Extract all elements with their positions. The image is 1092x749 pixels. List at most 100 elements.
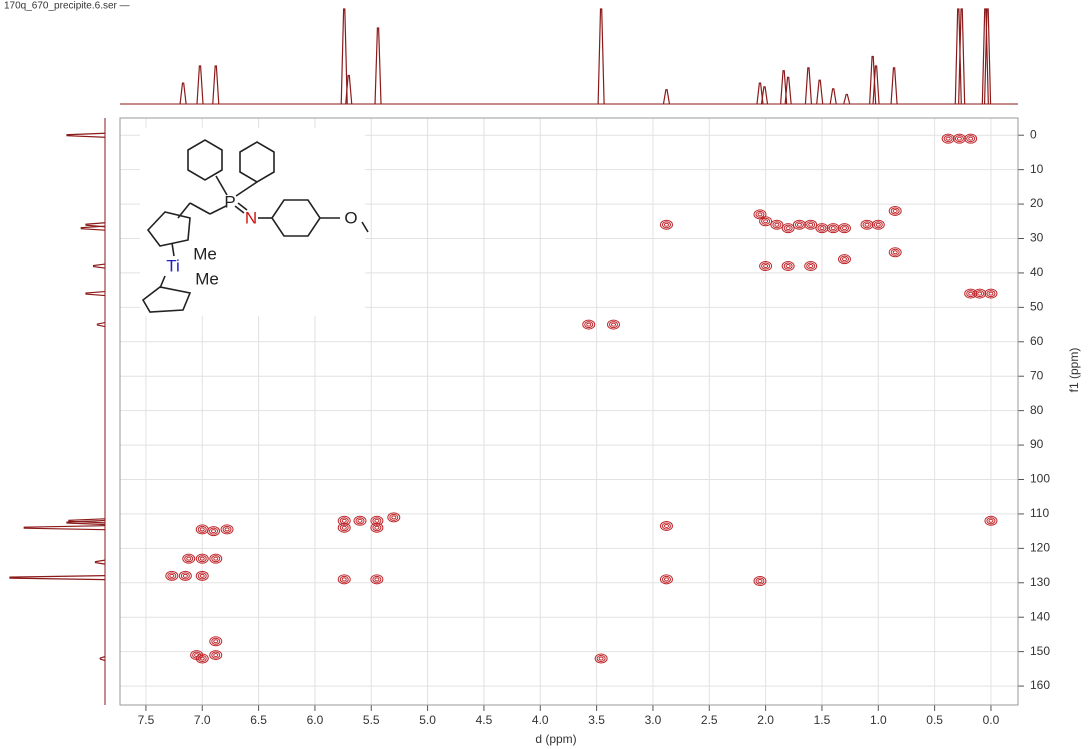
cross-peak: [594, 653, 608, 664]
contour: [841, 257, 847, 262]
plot-frame: [119, 117, 1019, 706]
contour: [370, 522, 384, 533]
contour: [890, 248, 900, 256]
x-axis-title: d (ppm): [535, 732, 576, 746]
x-tick-label: 2.0: [757, 713, 774, 727]
cross-peak: [190, 650, 204, 661]
contour: [871, 219, 885, 230]
contour: [197, 572, 207, 580]
projection-peak: [756, 82, 764, 105]
cross-peak: [659, 219, 673, 230]
contour: [966, 290, 976, 298]
contour: [337, 522, 351, 533]
cross-peak: [607, 319, 621, 330]
contour: [984, 288, 998, 299]
y-tick-label: 110: [1030, 506, 1049, 520]
bond: [171, 242, 175, 257]
cross-peak: [659, 520, 673, 531]
contour: [888, 205, 902, 216]
contour: [165, 570, 179, 581]
cross-peak: [659, 574, 673, 585]
contour: [792, 219, 806, 230]
contour: [661, 221, 671, 229]
contour: [663, 222, 669, 227]
x-tick-label: 6.5: [250, 713, 267, 727]
contour: [659, 574, 673, 585]
contour: [586, 322, 592, 327]
structure-label: Me: [193, 244, 217, 263]
contour: [598, 656, 604, 661]
x-tick-label: 4.5: [476, 713, 493, 727]
contour: [209, 553, 223, 564]
cross-peak: [207, 526, 221, 537]
cross-peak: [815, 223, 829, 234]
structure-label: Ti: [166, 256, 180, 275]
contour: [755, 210, 765, 218]
bond: [234, 205, 245, 214]
cross-peak: [984, 288, 998, 299]
contour: [663, 577, 669, 582]
projection-peak: [374, 27, 382, 105]
cross-peak: [804, 261, 818, 272]
contour: [839, 255, 849, 263]
projection-peak: [179, 82, 187, 105]
contour: [337, 515, 351, 526]
contour: [195, 553, 209, 564]
structure-label: Me: [195, 269, 219, 288]
projection-peak: [96, 321, 106, 328]
cross-peak: [337, 515, 351, 526]
cross-peak: [973, 288, 987, 299]
contour: [341, 577, 347, 582]
contour: [341, 518, 347, 523]
cp-ring: [141, 286, 192, 313]
cross-peak: [195, 570, 209, 581]
projection-peak: [9, 575, 106, 581]
y-tick-label: 20: [1030, 196, 1044, 210]
contour: [774, 222, 780, 227]
cross-peak: [337, 574, 351, 585]
cross-peak: [888, 247, 902, 258]
cross-peak: [781, 261, 795, 272]
contour: [828, 224, 838, 232]
contour: [194, 653, 200, 658]
cross-peak: [195, 553, 209, 564]
contour: [199, 556, 205, 561]
contour: [180, 572, 190, 580]
cross-peak: [178, 570, 192, 581]
contour: [984, 515, 998, 526]
projection-peak: [85, 290, 106, 297]
contour: [841, 226, 847, 231]
contour: [374, 577, 380, 582]
contour: [370, 574, 384, 585]
y-axis-title: f1 (ppm): [1067, 348, 1081, 393]
projection-peak: [958, 8, 966, 105]
contour: [986, 290, 996, 298]
contour: [209, 527, 219, 535]
cross-peak: [804, 219, 818, 230]
projection-peak: [780, 70, 788, 105]
y-tick-label: 150: [1030, 644, 1050, 658]
contour: [783, 262, 793, 270]
contour: [860, 219, 874, 230]
cross-peak: [860, 219, 874, 230]
x-tick-label: 0.5: [926, 713, 943, 727]
contour: [968, 136, 974, 141]
bond: [237, 202, 248, 211]
projection-peak: [340, 8, 348, 105]
projection-peak: [85, 222, 106, 228]
contour: [783, 224, 793, 232]
contour: [213, 653, 219, 658]
contour: [973, 288, 987, 299]
contour: [339, 517, 349, 525]
contour: [804, 261, 818, 272]
projection-peak: [662, 89, 671, 105]
contour: [357, 518, 363, 523]
cross-peak: [759, 261, 773, 272]
contour: [873, 221, 883, 229]
contour: [988, 518, 994, 523]
contour: [817, 224, 827, 232]
cross-peak: [826, 223, 840, 234]
contour: [355, 517, 365, 525]
projection-peak: [829, 88, 837, 105]
